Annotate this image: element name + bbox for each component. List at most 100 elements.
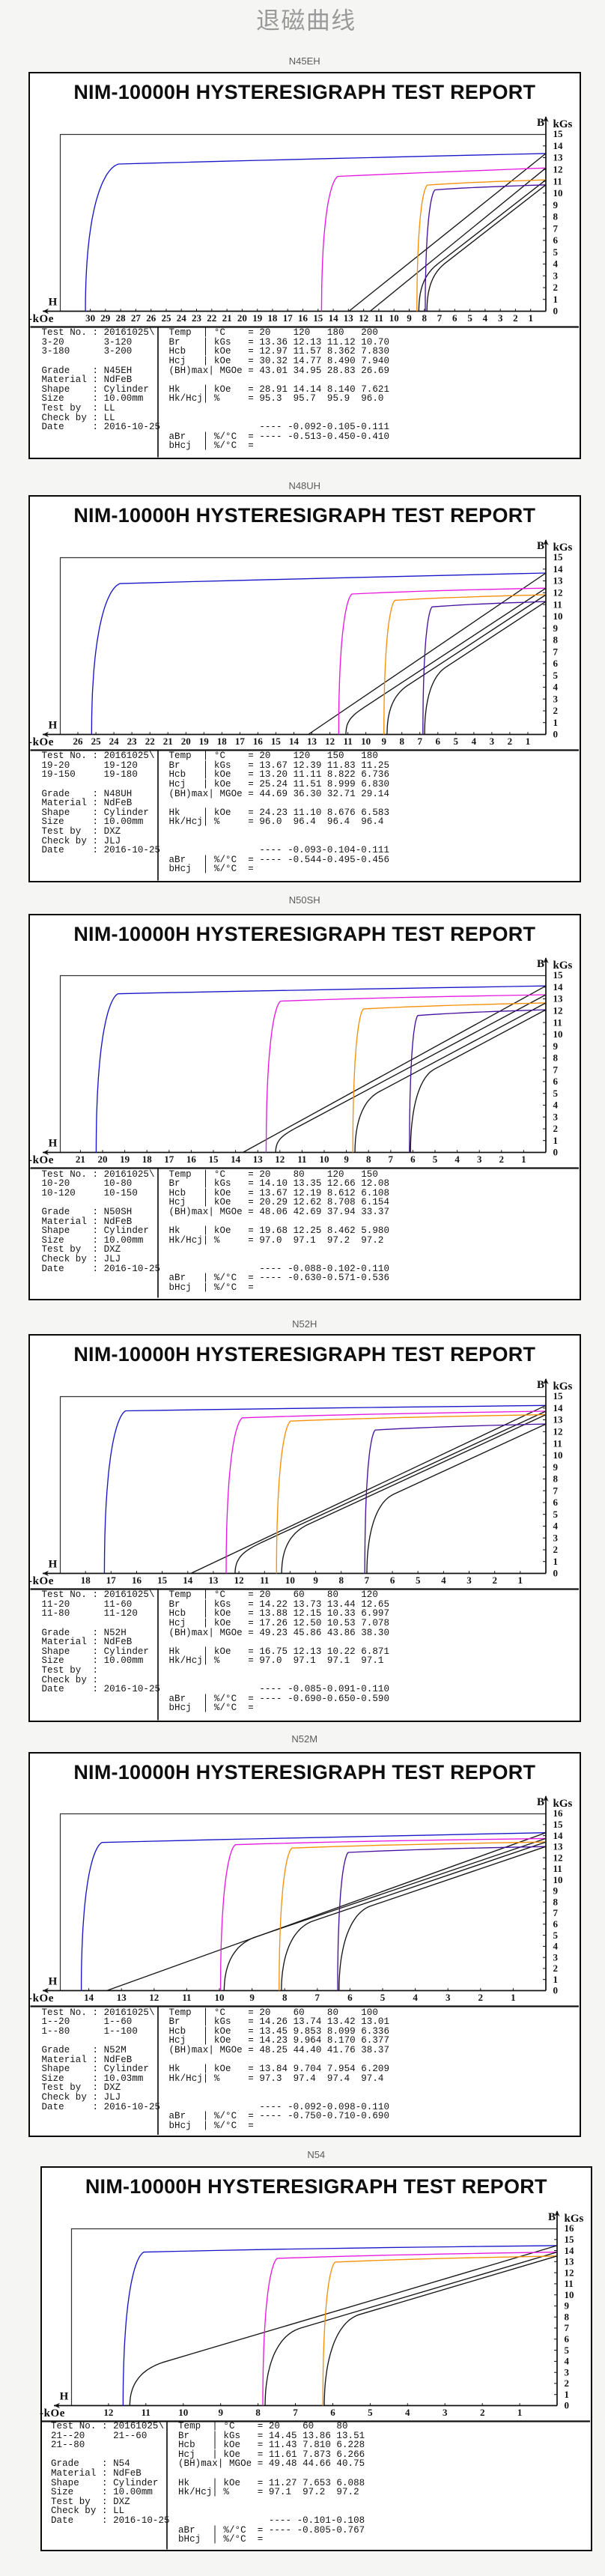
svg-text:1: 1 — [553, 293, 558, 304]
svg-text:17: 17 — [164, 1154, 174, 1165]
svg-text:9: 9 — [553, 198, 558, 210]
svg-text:10: 10 — [565, 2288, 574, 2300]
svg-text:4: 4 — [553, 681, 558, 692]
svg-text:9: 9 — [407, 312, 412, 324]
svg-text:4: 4 — [482, 312, 487, 324]
svg-text:20: 20 — [97, 1154, 107, 1165]
svg-text:-kOe: -kOe — [28, 736, 54, 748]
svg-text:B: B — [536, 1796, 544, 1808]
svg-text:20: 20 — [237, 312, 246, 324]
svg-text:7: 7 — [565, 2322, 570, 2333]
svg-text:7: 7 — [364, 1575, 369, 1586]
svg-text:11: 11 — [142, 2407, 151, 2418]
svg-text:19: 19 — [252, 312, 263, 324]
svg-text:11: 11 — [297, 1154, 306, 1165]
svg-text:9: 9 — [381, 736, 386, 747]
svg-text:1: 1 — [521, 1154, 526, 1165]
svg-text:2: 2 — [492, 1575, 497, 1586]
svg-text:8: 8 — [553, 634, 558, 645]
svg-text:B: B — [536, 1379, 544, 1391]
svg-text:23: 23 — [127, 736, 137, 747]
svg-text:12: 12 — [553, 1005, 562, 1016]
svg-text:16: 16 — [252, 736, 263, 747]
svg-text:9: 9 — [553, 622, 558, 633]
svg-text:13: 13 — [553, 993, 563, 1004]
svg-text:4: 4 — [553, 1941, 558, 1952]
svg-text:kGs: kGs — [553, 1381, 572, 1392]
svg-text:H: H — [48, 1558, 57, 1570]
svg-text:3: 3 — [553, 693, 558, 704]
svg-text:15: 15 — [313, 312, 323, 324]
svg-text:13: 13 — [116, 1992, 127, 2003]
svg-text:1: 1 — [553, 716, 558, 727]
svg-text:6: 6 — [553, 1918, 558, 1930]
svg-text:-kOe: -kOe — [28, 1992, 54, 2004]
svg-text:6: 6 — [330, 2407, 335, 2418]
svg-text:3: 3 — [553, 1951, 558, 1963]
svg-text:15: 15 — [208, 1154, 219, 1165]
svg-text:5: 5 — [553, 246, 558, 257]
svg-text:13: 13 — [553, 151, 563, 163]
svg-text:12: 12 — [553, 587, 562, 598]
svg-text:7: 7 — [553, 222, 558, 234]
svg-text:B: B — [536, 117, 544, 129]
svg-text:8: 8 — [553, 1473, 558, 1484]
svg-text:13: 13 — [553, 575, 563, 586]
svg-text:9: 9 — [249, 1992, 255, 2003]
svg-text:14: 14 — [553, 1402, 563, 1413]
svg-text:8: 8 — [553, 1052, 558, 1064]
svg-text:1: 1 — [553, 1974, 558, 1985]
svg-text:19: 19 — [120, 1154, 130, 1165]
svg-text:14: 14 — [553, 981, 563, 992]
svg-text:4: 4 — [553, 1520, 558, 1531]
svg-text:11: 11 — [260, 1575, 269, 1586]
svg-text:4: 4 — [454, 1154, 460, 1165]
svg-text:5: 5 — [553, 1508, 558, 1519]
svg-text:23: 23 — [192, 312, 202, 324]
svg-text:11: 11 — [553, 598, 562, 610]
svg-text:6: 6 — [553, 1497, 558, 1508]
svg-text:15: 15 — [553, 128, 563, 139]
svg-text:26: 26 — [146, 312, 156, 324]
svg-text:18: 18 — [142, 1154, 152, 1165]
svg-text:7: 7 — [293, 2407, 298, 2418]
svg-text:26: 26 — [73, 736, 83, 747]
svg-text:kGs: kGs — [553, 1798, 572, 1810]
svg-text:5: 5 — [565, 2344, 570, 2355]
svg-text:12: 12 — [553, 1852, 562, 1863]
svg-text:7: 7 — [314, 1992, 320, 2003]
svg-text:15: 15 — [553, 1819, 563, 1830]
svg-text:8: 8 — [255, 2407, 261, 2418]
svg-text:10: 10 — [214, 1992, 224, 2003]
svg-text:11: 11 — [374, 312, 383, 324]
svg-text:-kOe: -kOe — [28, 313, 54, 325]
svg-text:1: 1 — [565, 2388, 570, 2399]
svg-text:18: 18 — [80, 1575, 91, 1586]
svg-text:H: H — [48, 719, 57, 731]
svg-text:15: 15 — [270, 736, 281, 747]
svg-text:16: 16 — [186, 1154, 196, 1165]
svg-text:10: 10 — [319, 1154, 329, 1165]
svg-text:5: 5 — [553, 1088, 558, 1099]
svg-text:4: 4 — [413, 1992, 418, 2003]
svg-text:6: 6 — [565, 2333, 570, 2345]
svg-text:7: 7 — [553, 1485, 558, 1496]
svg-text:1: 1 — [525, 736, 530, 747]
svg-text:6: 6 — [553, 234, 558, 246]
svg-text:5: 5 — [368, 2407, 373, 2418]
svg-text:11: 11 — [553, 1016, 562, 1028]
svg-text:6: 6 — [553, 1076, 558, 1087]
svg-text:3: 3 — [553, 1111, 558, 1122]
svg-text:7: 7 — [417, 736, 422, 747]
svg-text:9: 9 — [344, 1154, 349, 1165]
svg-text:kGs: kGs — [553, 960, 572, 972]
svg-text:8: 8 — [365, 1154, 371, 1165]
svg-text:15: 15 — [553, 1390, 563, 1401]
svg-text:21: 21 — [162, 736, 172, 747]
svg-text:17: 17 — [282, 312, 293, 324]
svg-text:2: 2 — [507, 736, 512, 747]
svg-text:16: 16 — [565, 2222, 575, 2234]
svg-text:15: 15 — [553, 969, 563, 981]
svg-text:4: 4 — [471, 736, 476, 747]
svg-text:12: 12 — [234, 1575, 243, 1586]
